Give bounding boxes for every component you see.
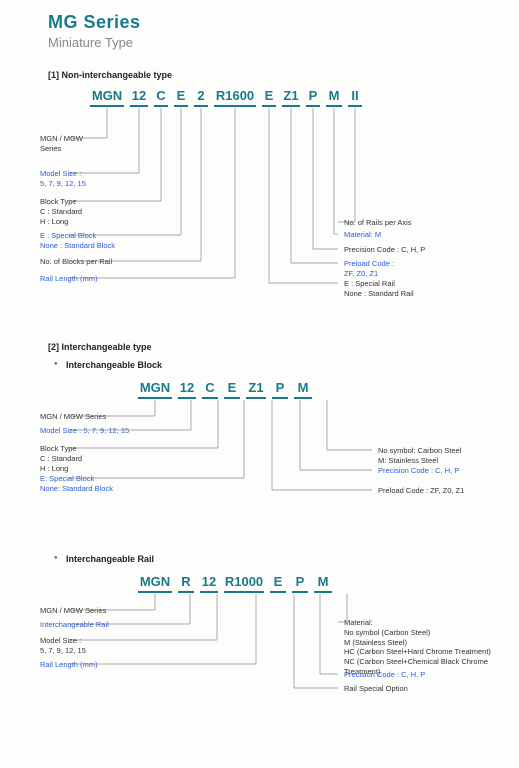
callout: No. of Rails per Axis bbox=[344, 218, 412, 228]
callout: MGN / MGW Series bbox=[40, 412, 106, 422]
callout: No symbol: Carbon SteelM: Stainless Stee… bbox=[378, 446, 461, 466]
callout: Precision Code : C, H, P bbox=[344, 245, 425, 255]
diagram-interchangeable-block: MGN12CEZ1PMMGN / MGW SeriesModel Size : … bbox=[48, 380, 491, 530]
code-cell: R1000 bbox=[224, 574, 264, 593]
sub-rail-title: Interchangeable Rail bbox=[66, 554, 491, 564]
code-row: MGN 12 CE Z1 PM bbox=[138, 380, 312, 399]
callout: Material: M bbox=[344, 230, 381, 240]
code-cell: M bbox=[314, 574, 332, 593]
code-cell: P bbox=[272, 380, 288, 399]
callout: Rail Special Option bbox=[344, 684, 408, 694]
section-1-title: [1] Non-interchangeable type bbox=[48, 70, 491, 80]
callout: No. of Blocks per Rail bbox=[40, 257, 112, 267]
code-row: MGN12CE2R1600EZ1PMII bbox=[90, 88, 362, 107]
callout: Interchangeable Rail bbox=[40, 620, 109, 630]
code-cell: 12 bbox=[130, 88, 148, 107]
code-cell: C bbox=[202, 380, 218, 399]
code-cell: R bbox=[178, 574, 194, 593]
code-cell: E bbox=[270, 574, 286, 593]
code-cell: MGN bbox=[90, 88, 124, 107]
callout: Preload Code : ZF, Z0, Z1 bbox=[378, 486, 464, 496]
callout: Model Size :5, 7, 9, 12, 15 bbox=[40, 169, 86, 189]
code-cell: 2 bbox=[194, 88, 208, 107]
code-cell: R1600 bbox=[214, 88, 256, 107]
series-title: MG Series bbox=[48, 12, 491, 33]
code-cell: 12 bbox=[178, 380, 196, 399]
code-cell: Z1 bbox=[246, 380, 266, 399]
callout: Block TypeC : StandardH : Long bbox=[40, 197, 82, 226]
code-cell: Z1 bbox=[282, 88, 300, 107]
section-2-title: [2] Interchangeable type bbox=[48, 342, 491, 352]
code-cell: E bbox=[174, 88, 188, 107]
code-cell: P bbox=[306, 88, 320, 107]
code-cell: 12 bbox=[200, 574, 218, 593]
code-cell: E bbox=[262, 88, 276, 107]
sub-block-title: Interchangeable Block bbox=[66, 360, 491, 370]
callout: Preload Code :ZF, Z0, Z1 bbox=[344, 259, 394, 279]
code-row: MGN R 12 R1000 EPM bbox=[138, 574, 332, 593]
code-cell: C bbox=[154, 88, 168, 107]
callout: Material:No symbol (Carbon Steel)M (Stai… bbox=[344, 618, 491, 677]
code-cell: MGN bbox=[138, 380, 172, 399]
callout: Rail Length (mm) bbox=[40, 660, 98, 670]
callout: Model Size :5, 7, 9, 12, 15 bbox=[40, 636, 86, 656]
callout: Model Size : 5, 7, 9, 12, 15 bbox=[40, 426, 129, 436]
code-cell: M bbox=[294, 380, 312, 399]
callout: Block TypeC : StandardH : Long bbox=[40, 444, 82, 473]
callout: E : Special BlockNone : Standard Block bbox=[40, 231, 115, 251]
callout: MGN / MGWSeries bbox=[40, 134, 83, 154]
callout: Precision Code : C, H, P bbox=[378, 466, 459, 476]
code-cell: P bbox=[292, 574, 308, 593]
callout: E : Special RailNone : Standard Rail bbox=[344, 279, 414, 299]
code-cell: M bbox=[326, 88, 342, 107]
code-cell: II bbox=[348, 88, 362, 107]
callout: MGN / MGW Series bbox=[40, 606, 106, 616]
code-cell: MGN bbox=[138, 574, 172, 593]
code-cell: E bbox=[224, 380, 240, 399]
diagram-non-interchangeable: MGN12CE2R1600EZ1PMIIMGN / MGWSeriesModel… bbox=[48, 88, 491, 318]
callout: Rail Length (mm) bbox=[40, 274, 98, 284]
diagram-interchangeable-rail: MGNR12R1000EPMMGN / MGW SeriesInterchang… bbox=[48, 574, 491, 724]
callout: E: Special BlockNone: Standard Block bbox=[40, 474, 113, 494]
series-subtitle: Miniature Type bbox=[48, 35, 491, 50]
